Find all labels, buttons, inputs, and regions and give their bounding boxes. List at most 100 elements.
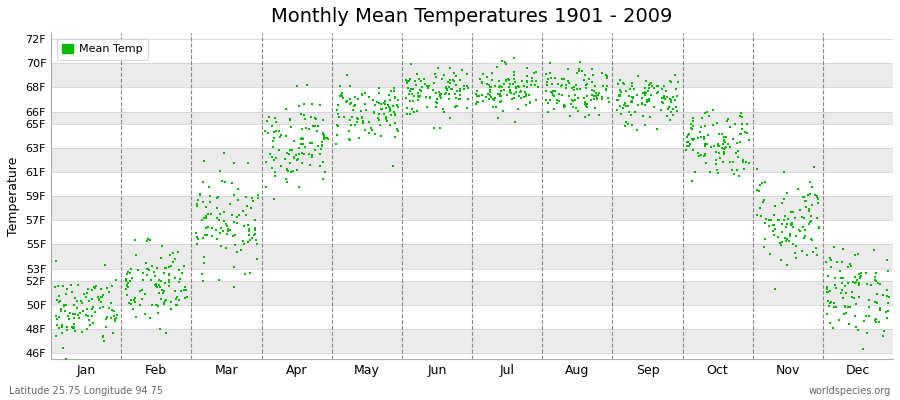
Mean Temp	[209, 227, 223, 233]
Mean Temp	[502, 77, 517, 83]
Mean Temp	[709, 120, 724, 126]
Mean Temp	[284, 146, 299, 153]
Mean Temp	[166, 258, 181, 265]
Mean Temp	[571, 107, 585, 114]
Mean Temp	[437, 72, 452, 78]
Mean Temp	[758, 236, 772, 242]
Mean Temp	[227, 219, 241, 226]
Mean Temp	[547, 93, 562, 99]
Mean Temp	[706, 122, 721, 128]
Mean Temp	[279, 176, 293, 182]
Mean Temp	[136, 270, 150, 276]
Mean Temp	[164, 305, 178, 312]
Mean Temp	[442, 84, 456, 91]
Mean Temp	[99, 323, 113, 330]
Mean Temp	[822, 302, 836, 309]
Mean Temp	[543, 97, 557, 104]
Mean Temp	[768, 286, 782, 292]
Mean Temp	[573, 59, 588, 65]
Mean Temp	[519, 79, 534, 86]
Mean Temp	[242, 226, 256, 232]
Mean Temp	[55, 323, 69, 330]
Mean Temp	[513, 89, 527, 95]
Mean Temp	[297, 150, 311, 157]
Mean Temp	[848, 280, 862, 286]
Mean Temp	[335, 90, 349, 96]
Mean Temp	[201, 210, 215, 217]
Mean Temp	[67, 324, 81, 330]
Mean Temp	[154, 278, 168, 284]
Mean Temp	[309, 116, 323, 122]
Mean Temp	[297, 112, 311, 118]
Mean Temp	[736, 158, 751, 165]
Mean Temp	[73, 310, 87, 316]
Mean Temp	[168, 302, 183, 308]
Mean Temp	[686, 122, 700, 129]
Mean Temp	[757, 244, 771, 250]
Mean Temp	[716, 138, 731, 145]
Mean Temp	[657, 93, 671, 100]
Mean Temp	[266, 196, 281, 203]
Mean Temp	[374, 101, 388, 107]
Mean Temp	[135, 296, 149, 302]
Mean Temp	[225, 180, 239, 187]
Mean Temp	[868, 299, 882, 306]
Mean Temp	[531, 84, 545, 90]
Mean Temp	[469, 101, 483, 108]
Mean Temp	[868, 317, 883, 323]
Mean Temp	[85, 306, 99, 312]
Mean Temp	[280, 166, 294, 172]
Mean Temp	[52, 314, 67, 320]
Mean Temp	[786, 241, 800, 248]
Mean Temp	[127, 299, 141, 306]
Mean Temp	[202, 183, 217, 190]
Mean Temp	[777, 169, 791, 176]
Mean Temp	[578, 99, 592, 105]
Mean Temp	[665, 93, 680, 100]
Mean Temp	[878, 328, 892, 335]
Mean Temp	[662, 116, 677, 123]
Mean Temp	[50, 322, 64, 329]
Mean Temp	[378, 105, 392, 112]
Mean Temp	[589, 93, 603, 99]
Mean Temp	[783, 233, 797, 239]
Mean Temp	[259, 184, 274, 190]
Mean Temp	[824, 264, 839, 270]
Mean Temp	[711, 140, 725, 147]
Mean Temp	[402, 91, 417, 97]
Mean Temp	[317, 136, 331, 143]
Mean Temp	[482, 82, 496, 88]
Mean Temp	[121, 268, 135, 275]
Mean Temp	[365, 97, 380, 104]
Mean Temp	[211, 194, 225, 201]
Mean Temp	[433, 92, 447, 99]
Mean Temp	[429, 98, 444, 105]
Mean Temp	[237, 241, 251, 248]
Mean Temp	[617, 80, 632, 87]
Mean Temp	[362, 94, 376, 100]
Mean Temp	[412, 76, 427, 82]
Mean Temp	[94, 294, 108, 300]
Mean Temp	[617, 102, 632, 108]
Mean Temp	[316, 130, 330, 136]
Mean Temp	[834, 280, 849, 286]
Mean Temp	[796, 224, 810, 230]
Mean Temp	[523, 99, 537, 106]
Mean Temp	[750, 166, 764, 173]
Mean Temp	[644, 83, 659, 90]
Mean Temp	[663, 109, 678, 115]
Mean Temp	[354, 108, 368, 114]
Mean Temp	[83, 322, 97, 328]
Mean Temp	[107, 316, 122, 322]
Mean Temp	[627, 109, 642, 116]
Mean Temp	[507, 95, 521, 102]
Mean Temp	[711, 170, 725, 177]
Mean Temp	[456, 82, 471, 89]
Mean Temp	[859, 270, 873, 277]
Mean Temp	[621, 103, 635, 109]
Mean Temp	[561, 65, 575, 72]
Mean Temp	[567, 84, 581, 90]
Mean Temp	[66, 311, 80, 317]
Mean Temp	[444, 77, 458, 83]
Mean Temp	[126, 296, 140, 303]
